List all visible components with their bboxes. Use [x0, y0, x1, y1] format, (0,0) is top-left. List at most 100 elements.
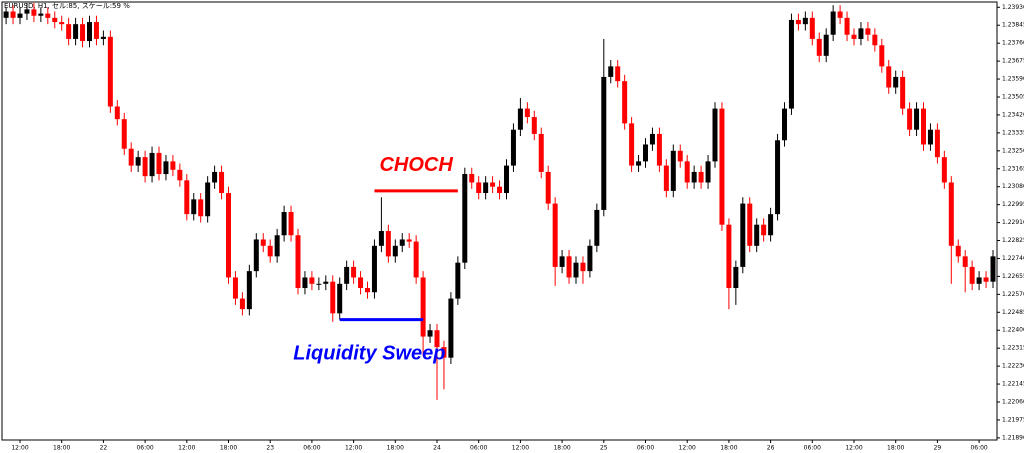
candle-body [559, 256, 565, 267]
y-tick-label: 1.22570 [1002, 291, 1024, 298]
x-tick-label: 23 [266, 445, 274, 452]
candle-body [100, 36, 106, 39]
candle-body [434, 330, 440, 348]
candle-body [413, 241, 419, 278]
candle-body [990, 256, 996, 282]
candle-body [643, 144, 648, 162]
x-tick-label: 18:00 [720, 445, 737, 452]
x-tick-label: 25 [600, 445, 608, 452]
candle-body [128, 148, 134, 166]
candle-body [212, 171, 218, 183]
candle-body [524, 108, 530, 118]
candle-body [316, 283, 322, 285]
candle-body [886, 66, 892, 88]
candle-body [38, 13, 44, 16]
candle-body [788, 19, 794, 109]
candle-body [149, 152, 155, 177]
candle-body [802, 17, 808, 25]
y-tick-label: 1.22910 [1002, 219, 1024, 226]
candle-body [677, 150, 683, 162]
candle-body [399, 239, 405, 246]
y-tick-label: 1.23165 [1002, 165, 1024, 172]
candle-body [608, 66, 614, 77]
candle-body [698, 171, 704, 183]
candle-body [288, 212, 294, 236]
candle-body [740, 203, 746, 267]
candle-body [358, 277, 364, 289]
x-tick-label: 06:00 [637, 445, 654, 452]
y-tick-label: 1.23675 [1002, 58, 1024, 65]
candle-body [3, 11, 9, 18]
y-tick-label: 1.22145 [1002, 381, 1024, 388]
candle-body [837, 11, 843, 18]
candle-body [615, 66, 621, 82]
candle-body [775, 140, 781, 215]
candle-body [253, 239, 259, 272]
candle-body [782, 108, 787, 141]
candle-body [573, 262, 579, 278]
candle-body [337, 283, 343, 314]
y-tick-label: 1.23420 [1002, 111, 1024, 118]
candle-body [663, 165, 669, 191]
y-tick-label: 1.23930 [1002, 4, 1024, 11]
candle-body [184, 180, 190, 215]
candle-body [73, 24, 79, 39]
candle-body [823, 34, 829, 56]
candle-body [323, 281, 329, 284]
candle-body [121, 119, 127, 149]
y-tick-label: 1.22060 [1002, 399, 1024, 406]
candle-body [844, 17, 850, 35]
candle-body [893, 76, 899, 88]
candle-body [17, 13, 23, 18]
candle-body [976, 277, 982, 284]
candle-body [969, 266, 975, 284]
chart-title: EURUSD, H1, セル:85, スケール:59 % [4, 2, 130, 10]
candle-body [330, 281, 336, 314]
candle-body [754, 224, 760, 246]
candle-body [629, 123, 635, 166]
candle-body [601, 76, 607, 210]
candle-body [281, 212, 287, 236]
candle-body [378, 231, 384, 246]
candle-body [309, 277, 315, 284]
candle-body [705, 161, 711, 183]
candle-body [851, 34, 857, 39]
candle-body [219, 171, 225, 194]
x-tick-label: 18:00 [387, 445, 404, 452]
candle-body [747, 203, 753, 246]
candle-body [351, 266, 357, 278]
x-tick-label: 12:00 [11, 445, 28, 452]
candle-body [545, 171, 551, 204]
candle-body [274, 235, 280, 257]
x-tick-label: 06:00 [136, 445, 153, 452]
candle-body [914, 108, 920, 130]
candle-body [552, 203, 558, 267]
x-tick-label: 06:00 [804, 445, 821, 452]
x-tick-label: 18:00 [553, 445, 570, 452]
candle-body [538, 133, 544, 172]
candle-body [517, 108, 523, 130]
y-tick-label: 1.23335 [1002, 129, 1024, 136]
candle-body [31, 9, 37, 16]
candle-body [580, 262, 586, 272]
candle-body [531, 117, 537, 134]
candle-body [962, 256, 968, 267]
candle-body [476, 182, 482, 194]
x-tick-label: 12:00 [845, 445, 862, 452]
candle-body [921, 108, 926, 145]
candle-body [441, 347, 447, 358]
candle-body [795, 19, 801, 25]
candle-body [59, 22, 65, 25]
candle-body [66, 24, 72, 39]
candle-body [365, 288, 370, 293]
candle-body [504, 165, 509, 194]
candle-body [198, 199, 204, 217]
candle-body [587, 245, 593, 272]
candle-body [392, 245, 398, 257]
annotation-text: Liquidity Sweep [293, 343, 445, 365]
candle-body [80, 24, 86, 42]
x-tick-label: 29 [934, 445, 942, 452]
candle-body [163, 161, 169, 175]
candle-body [267, 245, 273, 257]
